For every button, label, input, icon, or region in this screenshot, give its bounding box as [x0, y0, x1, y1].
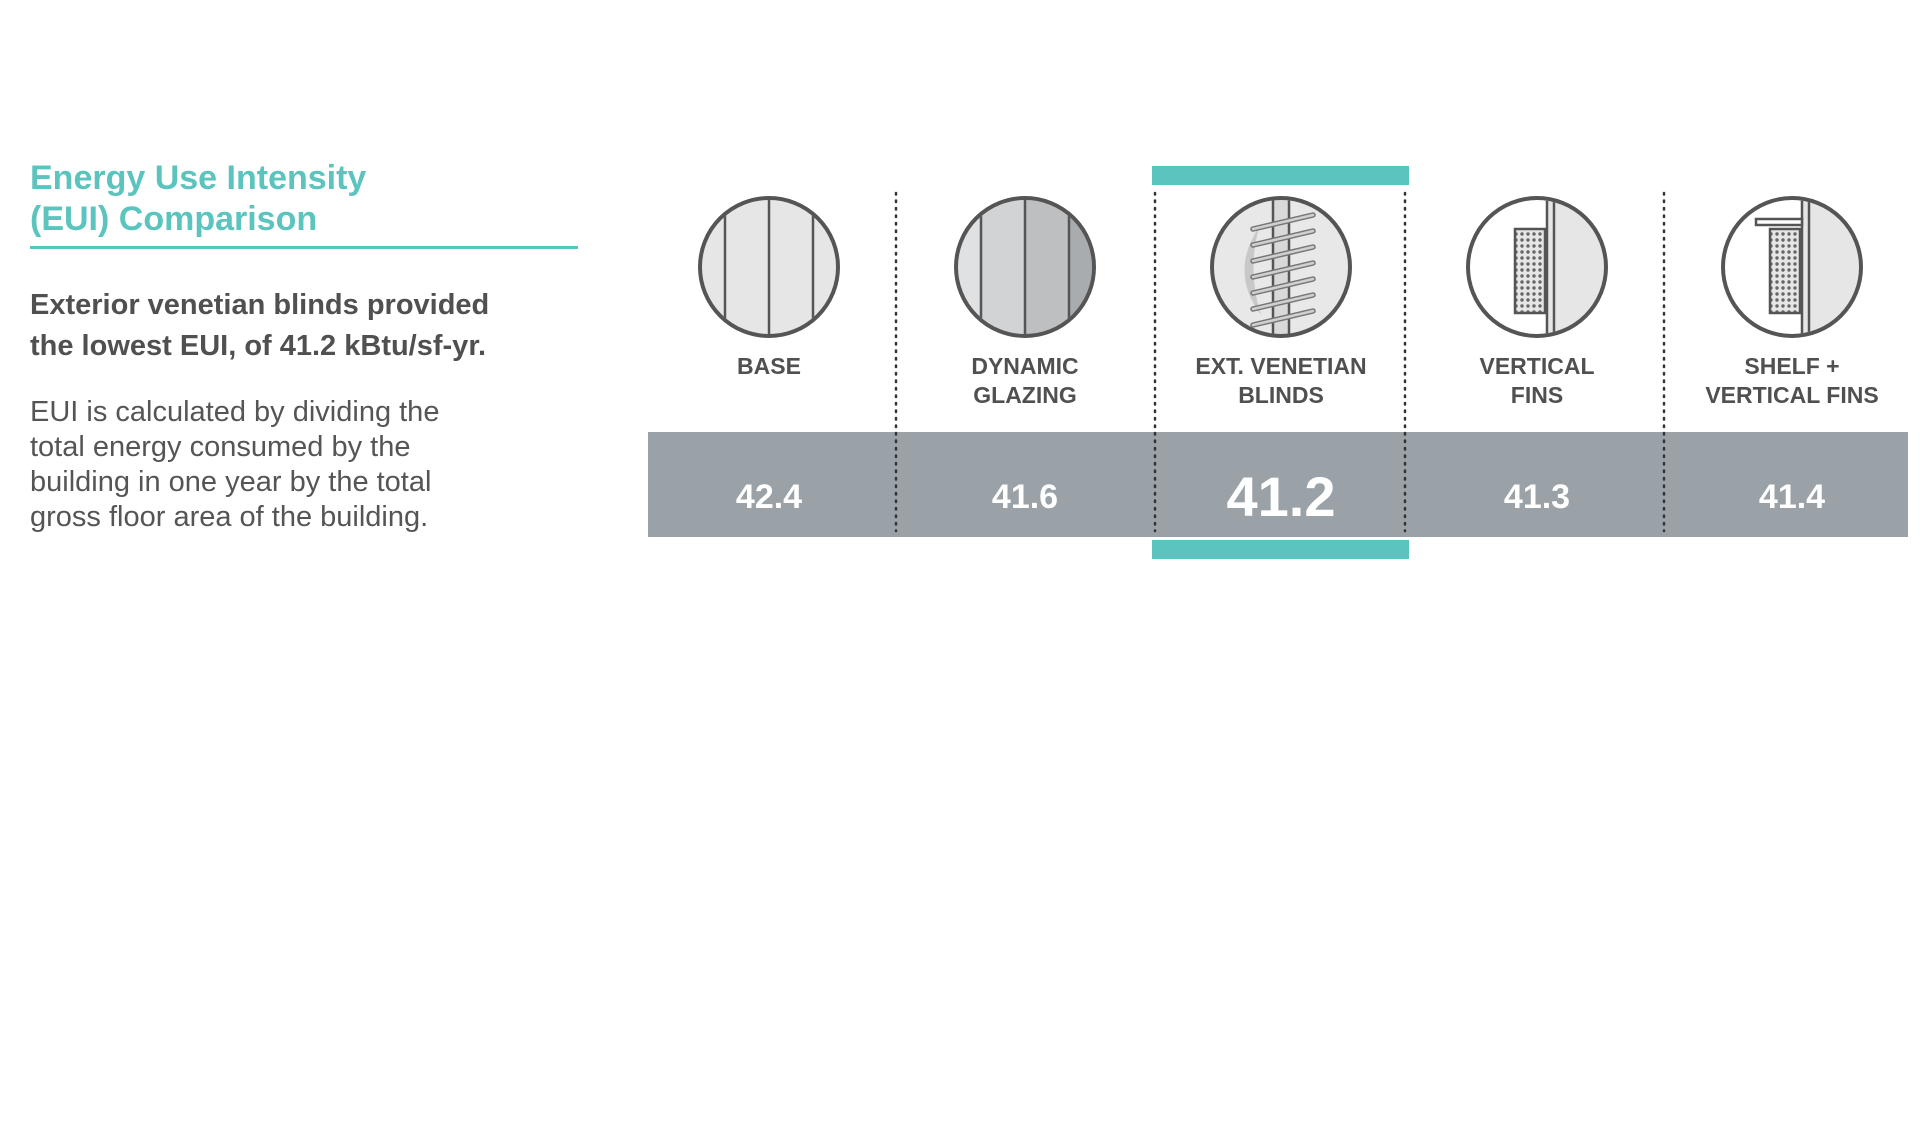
- column-label: VERTICAL FINS: [1480, 353, 1595, 408]
- eui-value: 41.6: [992, 478, 1058, 516]
- highlight-bar-bottom: [1152, 540, 1409, 559]
- title-underline: [30, 246, 578, 249]
- highlight-bar-top: [1152, 166, 1409, 185]
- summary-panel: Energy Use Intensity (EUI) Comparison Ex…: [30, 158, 578, 535]
- chart-title: Energy Use Intensity (EUI) Comparison: [30, 159, 367, 238]
- icon-layer: [698, 196, 1863, 338]
- value-band-layer: [648, 166, 1908, 559]
- column-label: DYNAMIC GLAZING: [971, 353, 1078, 408]
- icon-outline: [1210, 196, 1352, 338]
- eui-value: 41.2: [1227, 465, 1336, 528]
- column-label: EXT. VENETIAN BLINDS: [1195, 353, 1366, 408]
- vertical-fins-icon: [1466, 196, 1608, 338]
- dynamic-glazing-icon: [954, 196, 1096, 338]
- column-label: SHELF + VERTICAL FINS: [1705, 353, 1878, 408]
- label-layer: BASE DYNAMIC GLAZING EXT. VENETIAN BLINDS VER…: [737, 353, 1879, 408]
- column-label: BASE: [737, 353, 801, 379]
- value-band: [648, 432, 1908, 537]
- eui-value: 42.4: [736, 478, 802, 516]
- value-layer: 42.4 41.6 41.2 41.3 41.4: [736, 465, 1825, 528]
- base-window-icon: [698, 196, 840, 338]
- eui-value: 41.3: [1504, 478, 1570, 516]
- headline-text: Exterior venetian blinds provided the lo…: [30, 289, 490, 362]
- icon-outline: [954, 196, 1096, 338]
- icon-outline: [1721, 196, 1863, 338]
- eui-value: 41.4: [1759, 478, 1825, 516]
- icon-outline: [1466, 196, 1608, 338]
- description-text: EUI is calculated by dividing the total …: [30, 396, 440, 533]
- venetian-blinds-icon: [1210, 196, 1352, 338]
- icon-outline: [698, 196, 840, 338]
- shelf-vertical-fins-icon: [1721, 196, 1863, 338]
